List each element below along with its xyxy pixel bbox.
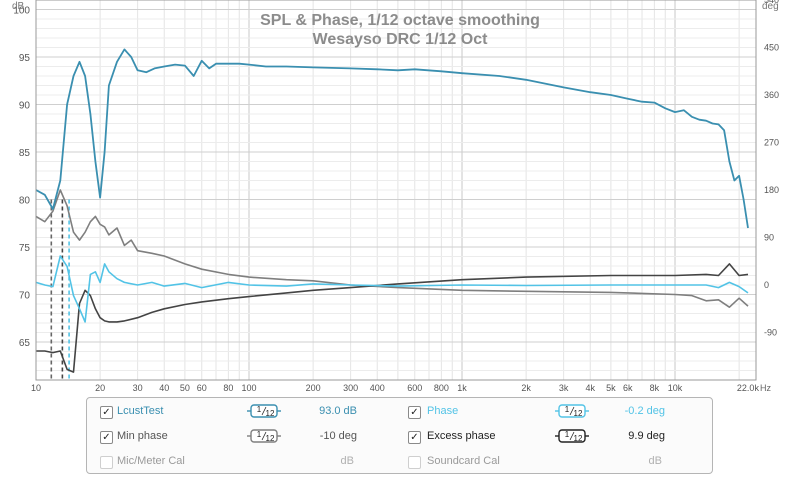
y-left-tick-label: 65 bbox=[19, 338, 31, 349]
excess-phase-smoothing-icon[interactable]: 1 12 bbox=[555, 428, 589, 444]
y-right-tick-label: 180 bbox=[764, 185, 779, 195]
series-line-excess-phase bbox=[36, 263, 749, 373]
smoothing-numerator: 1 bbox=[257, 430, 262, 439]
x-axis-unit: Hz bbox=[760, 383, 771, 393]
phase-smoothing-icon[interactable]: 1 12 bbox=[555, 403, 589, 419]
series-line-phase bbox=[35, 255, 749, 323]
mic-meter-cal-checkbox[interactable] bbox=[100, 456, 113, 469]
x-tick-label: 30 bbox=[133, 383, 143, 393]
min-phase-label: Min phase bbox=[117, 430, 168, 442]
y-left-tick-label: 70 bbox=[19, 291, 31, 302]
series-line-min-phase bbox=[35, 189, 749, 309]
tick-labels: 10 20 30 40 50 60 80 100 200 300 400 600 800 1k 2k 3k 4k… bbox=[13, 0, 779, 393]
y-right-tick-label: 450 bbox=[764, 43, 779, 53]
y-left-tick-label: 75 bbox=[19, 243, 31, 254]
x-tick-label: 1k bbox=[457, 383, 467, 393]
check-glyph: ✓ bbox=[410, 407, 419, 418]
smoothing-numerator: 1 bbox=[565, 430, 570, 439]
grid bbox=[35, 0, 756, 380]
phase-label: Phase bbox=[427, 405, 459, 417]
y-left-tick-label: 100 bbox=[13, 6, 30, 17]
x-tick-label: 300 bbox=[343, 383, 358, 393]
check-glyph: ✓ bbox=[410, 432, 419, 443]
mic-meter-cal-label: Mic/Meter Cal bbox=[117, 455, 185, 467]
smoothing-numerator: 1 bbox=[565, 405, 570, 414]
y-right-tick-label: 540 bbox=[764, 0, 779, 5]
smoothing-denominator: 12 bbox=[574, 434, 583, 443]
smoothing-denominator: 12 bbox=[266, 409, 275, 418]
x-tick-label: 600 bbox=[407, 383, 422, 393]
legend-panel: ✓ LcustTest 1 12 93.0 dB ✓ Phase 1 12 -0.2… bbox=[86, 397, 713, 474]
x-tick-label: 6k bbox=[623, 383, 633, 393]
x-tick-label: 10k bbox=[668, 383, 683, 393]
annotations bbox=[50, 199, 70, 380]
x-tick-label: 2k bbox=[521, 383, 531, 393]
smoothing-denominator: 12 bbox=[574, 409, 583, 418]
lcusttest-smoothing-icon[interactable]: 1 12 bbox=[247, 403, 281, 419]
plot-frame bbox=[35, 0, 757, 381]
chart-title: SPL & Phase, 1/12 octave smoothing bbox=[260, 12, 540, 29]
y-right-tick-label: -90 bbox=[764, 328, 777, 338]
smoothing-numerator: 1 bbox=[257, 405, 262, 414]
min-phase-checkbox[interactable]: ✓ bbox=[100, 431, 113, 444]
smoothing-glyph: 1 12 bbox=[555, 404, 589, 418]
x-tick-label: 3k bbox=[559, 383, 569, 393]
check-glyph: ✓ bbox=[102, 407, 111, 418]
y-right-tick-label: 360 bbox=[764, 90, 779, 100]
x-tick-label: 40 bbox=[159, 383, 169, 393]
excess-phase-label: Excess phase bbox=[427, 430, 496, 442]
phase-checkbox[interactable]: ✓ bbox=[408, 406, 421, 419]
soundcard-cal-label: Soundcard Cal bbox=[427, 455, 500, 467]
spl-phase-chart: 10 20 30 40 50 60 80 100 200 300 400 600 800 1k 2k 3k 4k… bbox=[12, 0, 779, 393]
x-tick-label: 400 bbox=[370, 383, 385, 393]
min-phase-smoothing-icon[interactable]: 1 12 bbox=[247, 428, 281, 444]
series-line-lcusttest bbox=[35, 48, 749, 229]
soundcard-cal-value: dB bbox=[648, 455, 662, 467]
smoothing-glyph: 1 12 bbox=[247, 404, 281, 418]
y-left-tick-label: 95 bbox=[19, 53, 31, 64]
left-axis-unit: dB bbox=[12, 1, 25, 12]
chart-subtitle: Wesayso DRC 1/12 Oct bbox=[313, 31, 489, 48]
min-phase-value: -10 deg bbox=[319, 430, 357, 442]
x-tick-label: 8k bbox=[650, 383, 660, 393]
excess-phase-value: 9.9 deg bbox=[628, 430, 665, 442]
y-right-tick-label: 0 bbox=[764, 280, 769, 290]
y-right-tick-label: 90 bbox=[764, 233, 774, 243]
x-tick-label: 60 bbox=[197, 383, 207, 393]
x-tick-label: 200 bbox=[306, 383, 321, 393]
right-axis-unit: deg bbox=[762, 1, 779, 12]
smoothing-glyph: 1 12 bbox=[555, 429, 589, 443]
series-group bbox=[35, 48, 749, 373]
y-right-tick-label: 270 bbox=[764, 138, 779, 148]
x-tick-label: 4k bbox=[585, 383, 595, 393]
x-tick-label: 5k bbox=[606, 383, 616, 393]
phase-value: -0.2 deg bbox=[624, 405, 665, 417]
smoothing-glyph: 1 12 bbox=[247, 429, 281, 443]
y-left-tick-label: 90 bbox=[19, 101, 31, 112]
y-left-tick-label: 85 bbox=[19, 148, 31, 159]
lcusttest-value: 93.0 dB bbox=[319, 405, 357, 417]
excess-phase-checkbox[interactable]: ✓ bbox=[408, 431, 421, 444]
x-tick-label: 22.0k bbox=[737, 383, 760, 393]
x-tick-label: 80 bbox=[223, 383, 233, 393]
lcusttest-label: LcustTest bbox=[117, 405, 164, 417]
y-left-tick-label: 80 bbox=[19, 196, 31, 207]
x-tick-label: 50 bbox=[180, 383, 190, 393]
smoothing-denominator: 12 bbox=[266, 434, 275, 443]
x-tick-label: 100 bbox=[241, 383, 256, 393]
check-glyph: ✓ bbox=[102, 432, 111, 443]
lcusttest-checkbox[interactable]: ✓ bbox=[100, 406, 113, 419]
x-tick-label: 10 bbox=[31, 383, 41, 393]
x-tick-label: 800 bbox=[434, 383, 449, 393]
mic-meter-cal-value: dB bbox=[340, 455, 354, 467]
x-tick-label: 20 bbox=[95, 383, 105, 393]
soundcard-cal-checkbox[interactable] bbox=[408, 456, 421, 469]
